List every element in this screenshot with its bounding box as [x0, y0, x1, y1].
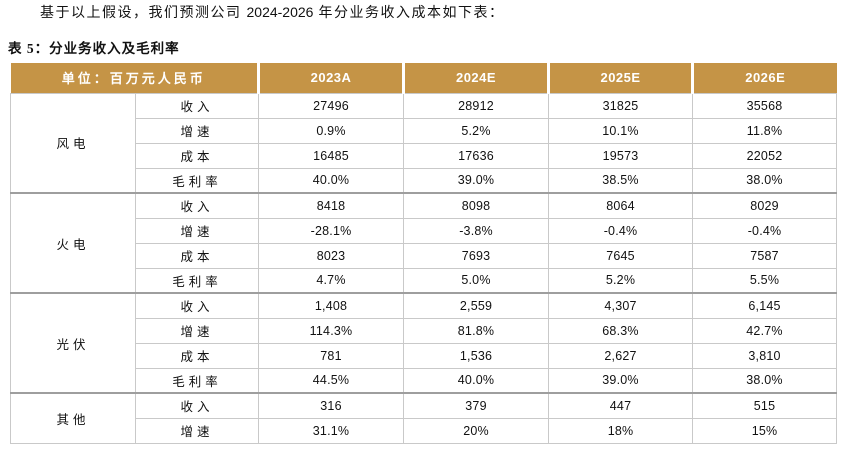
value-cell: 7693: [403, 242, 550, 269]
value-cell: 81.8%: [403, 317, 550, 344]
value-cell: 40.0%: [403, 367, 550, 394]
value-cell: 22052: [692, 142, 838, 169]
value-cell: 2,559: [403, 292, 550, 319]
value-cell: 20%: [403, 417, 550, 444]
value-cell: 38.0%: [692, 167, 838, 194]
table-row: 毛利率 40.0% 39.0% 38.5% 38.0%: [11, 167, 838, 194]
value-cell: 11.8%: [692, 117, 838, 144]
year-header-2026e: 2026E: [691, 63, 837, 93]
value-cell: 68.3%: [548, 317, 694, 344]
value-cell: -0.4%: [692, 217, 838, 244]
value-cell: 8023: [258, 242, 405, 269]
value-cell: 8029: [692, 192, 838, 219]
value-cell: 5.2%: [403, 117, 550, 144]
business-forecast-table: 单位：百万元人民币 2023A 2024E 2025E 2026E 风电 收入 …: [10, 63, 838, 444]
table-row: 火电 收入 8418 8098 8064 8029: [10, 192, 838, 294]
value-cell: 379: [403, 392, 550, 419]
value-cell: 4,307: [548, 292, 694, 319]
value-cell: 5.2%: [548, 267, 694, 294]
year-header-2025e: 2025E: [547, 63, 693, 93]
table-row: 增速 0.9% 5.2% 10.1% 11.8%: [11, 117, 838, 144]
value-cell: 16485: [258, 142, 405, 169]
value-cell: 8418: [258, 192, 405, 219]
category-cell-solar: 光伏: [10, 292, 136, 394]
metric-cell: 毛利率: [134, 167, 260, 194]
value-cell: 781: [258, 342, 405, 369]
value-cell: 39.0%: [548, 367, 694, 394]
table-header-row: 单位：百万元人民币 2023A 2024E 2025E 2026E: [10, 63, 837, 93]
value-cell: 5.0%: [403, 267, 550, 294]
value-cell: 3,810: [692, 342, 838, 369]
value-cell: 17636: [403, 142, 550, 169]
metric-cell: 收入: [134, 292, 260, 319]
metric-cell: 成本: [134, 142, 260, 169]
value-cell: 40.0%: [258, 167, 405, 194]
value-cell: 6,145: [692, 292, 838, 319]
metric-cell: 增速: [134, 317, 260, 344]
value-cell: 31825: [548, 92, 694, 119]
value-cell: 316: [258, 392, 405, 419]
unit-header-cell: 单位：百万元人民币: [10, 63, 259, 93]
value-cell: 1,408: [258, 292, 405, 319]
year-header-2024e: 2024E: [402, 63, 549, 93]
metric-cell: 毛利率: [134, 367, 260, 394]
value-cell: 42.7%: [692, 317, 838, 344]
value-cell: 8098: [403, 192, 550, 219]
value-cell: 7645: [548, 242, 694, 269]
value-cell: 15%: [692, 417, 838, 444]
value-cell: 35568: [692, 92, 838, 119]
value-cell: 44.5%: [258, 367, 405, 394]
table-row: 成本 8023 7693 7645 7587: [11, 242, 838, 269]
table-row: 增速 -28.1% -3.8% -0.4% -0.4%: [11, 217, 838, 244]
category-cell-other: 其他: [10, 392, 136, 444]
value-cell: 5.5%: [692, 267, 838, 294]
value-cell: 4.7%: [258, 267, 405, 294]
value-cell: -3.8%: [403, 217, 550, 244]
table-row: 毛利率 4.7% 5.0% 5.2% 5.5%: [11, 267, 838, 294]
intro-year-range: 2024-2026: [246, 4, 314, 20]
value-cell: 19573: [548, 142, 694, 169]
metric-cell: 收入: [134, 192, 260, 219]
value-cell: 8064: [548, 192, 694, 219]
value-cell: 18%: [548, 417, 694, 444]
table-row: 其他 收入 316 379 447 515: [10, 392, 838, 444]
table-row: 毛利率 44.5% 40.0% 39.0% 38.0%: [11, 367, 838, 394]
value-cell: 10.1%: [548, 117, 694, 144]
intro-text-tail: 年分业务收入成本如下表：: [313, 6, 505, 21]
category-cell-wind: 风电: [10, 92, 136, 194]
value-cell: -28.1%: [258, 217, 405, 244]
metric-cell: 收入: [134, 92, 260, 119]
value-cell: 114.3%: [258, 317, 405, 344]
metric-cell: 成本: [134, 242, 260, 269]
metric-cell: 增速: [134, 217, 260, 244]
value-cell: 515: [692, 392, 838, 419]
value-cell: 1,536: [403, 342, 550, 369]
table-row: 光伏 收入 1,408 2,559 4,307 6,145: [10, 292, 838, 394]
table-row: 增速 31.1% 20% 18% 15%: [11, 417, 838, 444]
value-cell: 0.9%: [258, 117, 405, 144]
value-cell: 7587: [692, 242, 838, 269]
value-cell: 28912: [403, 92, 550, 119]
table-title: 表 5：分业务收入及毛利率: [8, 41, 180, 56]
metric-cell: 成本: [134, 342, 260, 369]
category-cell-thermal: 火电: [10, 192, 136, 294]
value-cell: 2,627: [548, 342, 694, 369]
table-row: 风电 收入 27496 28912 31825 35568: [10, 92, 838, 194]
metric-cell: 收入: [134, 392, 260, 419]
value-cell: 27496: [258, 92, 405, 119]
value-cell: 39.0%: [403, 167, 550, 194]
metric-cell: 增速: [134, 417, 260, 444]
table-row: 成本 16485 17636 19573 22052: [11, 142, 838, 169]
year-header-2023a: 2023A: [257, 63, 404, 93]
intro-paragraph: 基于以上假设，我们预测公司 2024-2026 年分业务收入成本如下表：: [0, 0, 843, 24]
value-cell: 447: [548, 392, 694, 419]
metric-cell: 毛利率: [134, 267, 260, 294]
value-cell: 38.5%: [548, 167, 694, 194]
value-cell: 31.1%: [258, 417, 405, 444]
metric-cell: 增速: [134, 117, 260, 144]
value-cell: -0.4%: [548, 217, 694, 244]
intro-text-lead: 基于以上假设，我们预测公司: [40, 6, 247, 21]
value-cell: 38.0%: [692, 367, 838, 394]
